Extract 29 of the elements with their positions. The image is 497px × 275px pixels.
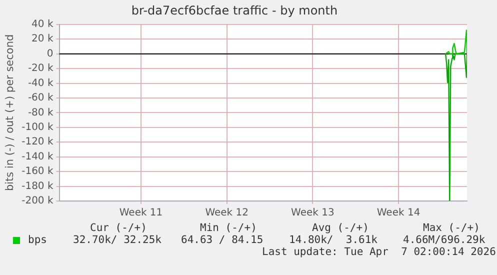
- x-tick-label: Week 13: [291, 208, 334, 219]
- text: 4.66M/696.29k: [403, 234, 486, 246]
- y-tick-label: -160 k: [22, 166, 54, 178]
- y-tick-label: 40 k: [32, 18, 54, 30]
- y-tick-label: -120 k: [22, 136, 54, 148]
- text: Last update: Tue Apr 7 02:00:14 2026: [262, 246, 496, 258]
- text: Max (-/+): [423, 222, 480, 234]
- y-tick-label: 0: [46, 48, 54, 60]
- y-tick-label: -140 k: [22, 151, 54, 162]
- text: 32.70k/ 32.25k: [73, 234, 162, 246]
- x-tick-label: Week 14: [376, 208, 420, 219]
- x-tick-label: Week 12: [205, 208, 249, 219]
- y-tick-label: 20 k: [32, 34, 54, 45]
- y-tick-label: -60 k: [28, 92, 54, 104]
- y-tick-label: -20 k: [28, 63, 54, 74]
- chart-title: br-da7ecf6bcfae traffic - by month: [131, 3, 338, 18]
- y-tick-label: -100 k: [22, 122, 54, 134]
- legend-label: bps: [28, 234, 47, 246]
- text: Min (-/+): [200, 222, 257, 234]
- y-tick-label: -40 k: [28, 78, 54, 89]
- text: 64.63 / 84.15: [181, 234, 264, 246]
- text: Cur (-/+): [90, 222, 147, 234]
- y-tick-label: -200 k: [22, 196, 54, 207]
- y-tick-label: -180 k: [22, 180, 54, 192]
- x-tick-label: Week 11: [119, 208, 163, 219]
- y-axis-title: bits in (-) / out (+) per second: [4, 34, 16, 192]
- y-tick-label: -80 k: [28, 107, 54, 118]
- text: Avg (-/+): [312, 222, 369, 234]
- text: 14.80k/ 3.61k: [289, 234, 378, 246]
